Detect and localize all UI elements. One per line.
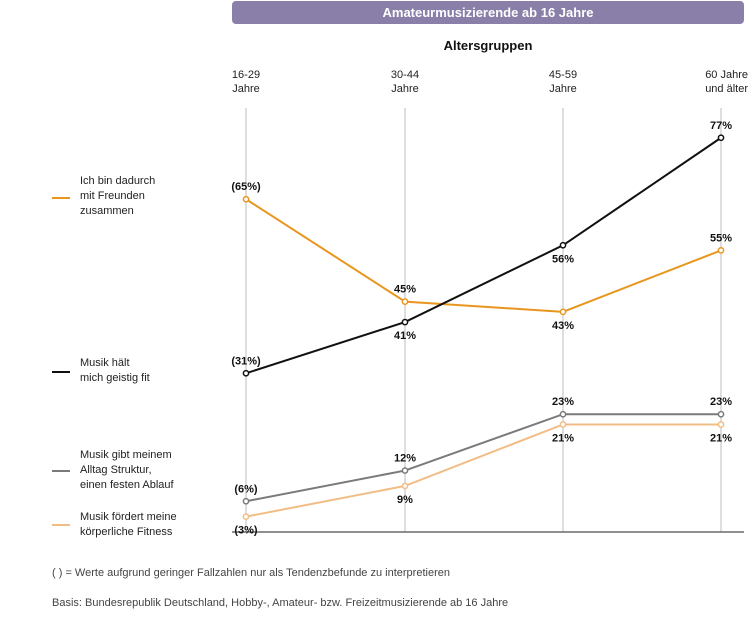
column-header-line1: 16-29 (231, 69, 261, 81)
data-label-2-2: 23% (552, 396, 574, 408)
data-label-0-3: 55% (710, 232, 732, 244)
data-point-2-1 (401, 467, 409, 474)
data-label-0-0: (65%) (231, 181, 261, 193)
chart-title-banner: Amateurmusizierende ab 16 Jahre (232, 1, 744, 24)
series-line-2 (245, 413, 721, 503)
data-point-3-3 (717, 421, 725, 428)
column-header-line1: 45-59 (548, 69, 578, 81)
legend-swatch (52, 470, 70, 472)
data-label-1-3: 77% (710, 120, 732, 132)
column-header-line2: und älter (705, 83, 748, 95)
data-label-3-0: (3%) (234, 525, 258, 537)
legend-swatch (52, 197, 70, 199)
data-label-1-1: 41% (394, 330, 416, 342)
series-line-3 (245, 423, 721, 518)
data-point-1-3 (717, 134, 725, 142)
data-label-3-3: 21% (710, 432, 732, 444)
data-label-3-1: 9% (397, 494, 413, 506)
column-header-16-29: 16-29 Jahre (211, 68, 281, 96)
legend-swatch (52, 371, 70, 373)
data-point-1-1 (401, 318, 409, 326)
series-line-1 (245, 136, 722, 375)
column-header-line1: 60 Jahre (705, 69, 748, 81)
legend-label: Musik hält mich geistig fit (80, 357, 150, 384)
footnote-basis: Basis: Bundesrepublik Deutschland, Hobby… (52, 597, 509, 609)
column-header-line2: Jahre (549, 83, 577, 95)
data-point-1-0 (242, 369, 250, 377)
legend-label: Ich bin dadurch mit Freunden zusammen (80, 175, 156, 217)
data-point-0-1 (401, 298, 409, 305)
data-point-1-2 (559, 241, 567, 249)
data-label-2-1: 12% (394, 453, 416, 465)
data-point-3-2 (559, 421, 567, 428)
column-header-line2: Jahre (232, 83, 260, 95)
x-axis-group-title: Altersgruppen (443, 38, 533, 53)
data-point-0-0 (242, 195, 250, 203)
data-point-2-2 (559, 410, 567, 418)
data-point-3-1 (401, 482, 409, 490)
data-label-0-1: 45% (394, 284, 416, 296)
column-header-30-44: 30-44 Jahre (370, 68, 440, 96)
legend-swatch (52, 524, 70, 526)
data-point-3-0 (242, 513, 250, 520)
data-label-2-3: 23% (710, 396, 732, 408)
legend-label: Musik gibt meinem Alltag Struktur, einen… (80, 449, 174, 491)
data-label-1-0: (31%) (231, 355, 261, 367)
data-label-1-2: 56% (552, 253, 574, 265)
footnote-tendency: ( ) = Werte aufgrund geringer Fallzahlen… (52, 567, 450, 579)
data-point-0-2 (559, 308, 567, 316)
column-header-45-59: 45-59 Jahre (528, 68, 598, 96)
series-line-0 (245, 198, 722, 313)
legend-label: Musik fördert meine körperliche Fitness (80, 511, 177, 538)
data-point-2-0 (242, 497, 250, 505)
column-header-60-plus: 60 Jahre und älter (680, 68, 748, 96)
column-header-line1: 30-44 (390, 69, 420, 81)
data-point-0-3 (717, 247, 725, 254)
data-label-3-2: 21% (552, 432, 574, 444)
data-label-0-2: 43% (552, 320, 574, 332)
column-header-line2: Jahre (391, 83, 419, 95)
data-label-2-0: (6%) (234, 483, 258, 495)
data-point-2-3 (717, 410, 725, 418)
